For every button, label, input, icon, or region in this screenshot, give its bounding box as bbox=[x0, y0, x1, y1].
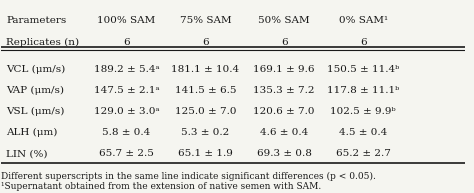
Text: VAP (μm/s): VAP (μm/s) bbox=[6, 86, 64, 96]
Text: 125.0 ± 7.0: 125.0 ± 7.0 bbox=[174, 107, 236, 116]
Text: 129.0 ± 3.0ᵃ: 129.0 ± 3.0ᵃ bbox=[94, 107, 159, 116]
Text: 4.5 ± 0.4: 4.5 ± 0.4 bbox=[339, 128, 387, 137]
Text: 65.2 ± 2.7: 65.2 ± 2.7 bbox=[336, 149, 391, 158]
Text: 189.2 ± 5.4ᵃ: 189.2 ± 5.4ᵃ bbox=[94, 65, 159, 74]
Text: 65.1 ± 1.9: 65.1 ± 1.9 bbox=[178, 149, 233, 158]
Text: ¹Supernatant obtained from the extension of native semen with SAM.: ¹Supernatant obtained from the extension… bbox=[1, 182, 322, 191]
Text: VCL (μm/s): VCL (μm/s) bbox=[6, 65, 65, 74]
Text: VSL (μm/s): VSL (μm/s) bbox=[6, 107, 64, 117]
Text: 141.5 ± 6.5: 141.5 ± 6.5 bbox=[174, 86, 236, 95]
Text: 120.6 ± 7.0: 120.6 ± 7.0 bbox=[254, 107, 315, 116]
Text: 150.5 ± 11.4ᵇ: 150.5 ± 11.4ᵇ bbox=[327, 65, 399, 74]
Text: 100% SAM: 100% SAM bbox=[98, 16, 156, 25]
Text: 135.3 ± 7.2: 135.3 ± 7.2 bbox=[254, 86, 315, 95]
Text: 169.1 ± 9.6: 169.1 ± 9.6 bbox=[254, 65, 315, 74]
Text: 6: 6 bbox=[281, 38, 288, 47]
Text: 6: 6 bbox=[123, 38, 130, 47]
Text: 4.6 ± 0.4: 4.6 ± 0.4 bbox=[260, 128, 309, 137]
Text: 6: 6 bbox=[202, 38, 209, 47]
Text: Parameters: Parameters bbox=[6, 16, 66, 25]
Text: Different superscripts in the same line indicate significant differences (p < 0.: Different superscripts in the same line … bbox=[1, 172, 376, 181]
Text: 5.8 ± 0.4: 5.8 ± 0.4 bbox=[102, 128, 151, 137]
Text: 69.3 ± 0.8: 69.3 ± 0.8 bbox=[257, 149, 312, 158]
Text: 147.5 ± 2.1ᵃ: 147.5 ± 2.1ᵃ bbox=[94, 86, 159, 95]
Text: ALH (μm): ALH (μm) bbox=[6, 128, 57, 137]
Text: 181.1 ± 10.4: 181.1 ± 10.4 bbox=[172, 65, 239, 74]
Text: 5.3 ± 0.2: 5.3 ± 0.2 bbox=[181, 128, 229, 137]
Text: LIN (%): LIN (%) bbox=[6, 149, 47, 158]
Text: 102.5 ± 9.9ᵇ: 102.5 ± 9.9ᵇ bbox=[330, 107, 396, 116]
Text: 6: 6 bbox=[360, 38, 366, 47]
Text: 117.8 ± 11.1ᵇ: 117.8 ± 11.1ᵇ bbox=[327, 86, 399, 95]
Text: 0% SAM¹: 0% SAM¹ bbox=[338, 16, 388, 25]
Text: Replicates (n): Replicates (n) bbox=[6, 38, 79, 47]
Text: 75% SAM: 75% SAM bbox=[180, 16, 231, 25]
Text: 50% SAM: 50% SAM bbox=[258, 16, 310, 25]
Text: 65.7 ± 2.5: 65.7 ± 2.5 bbox=[99, 149, 154, 158]
